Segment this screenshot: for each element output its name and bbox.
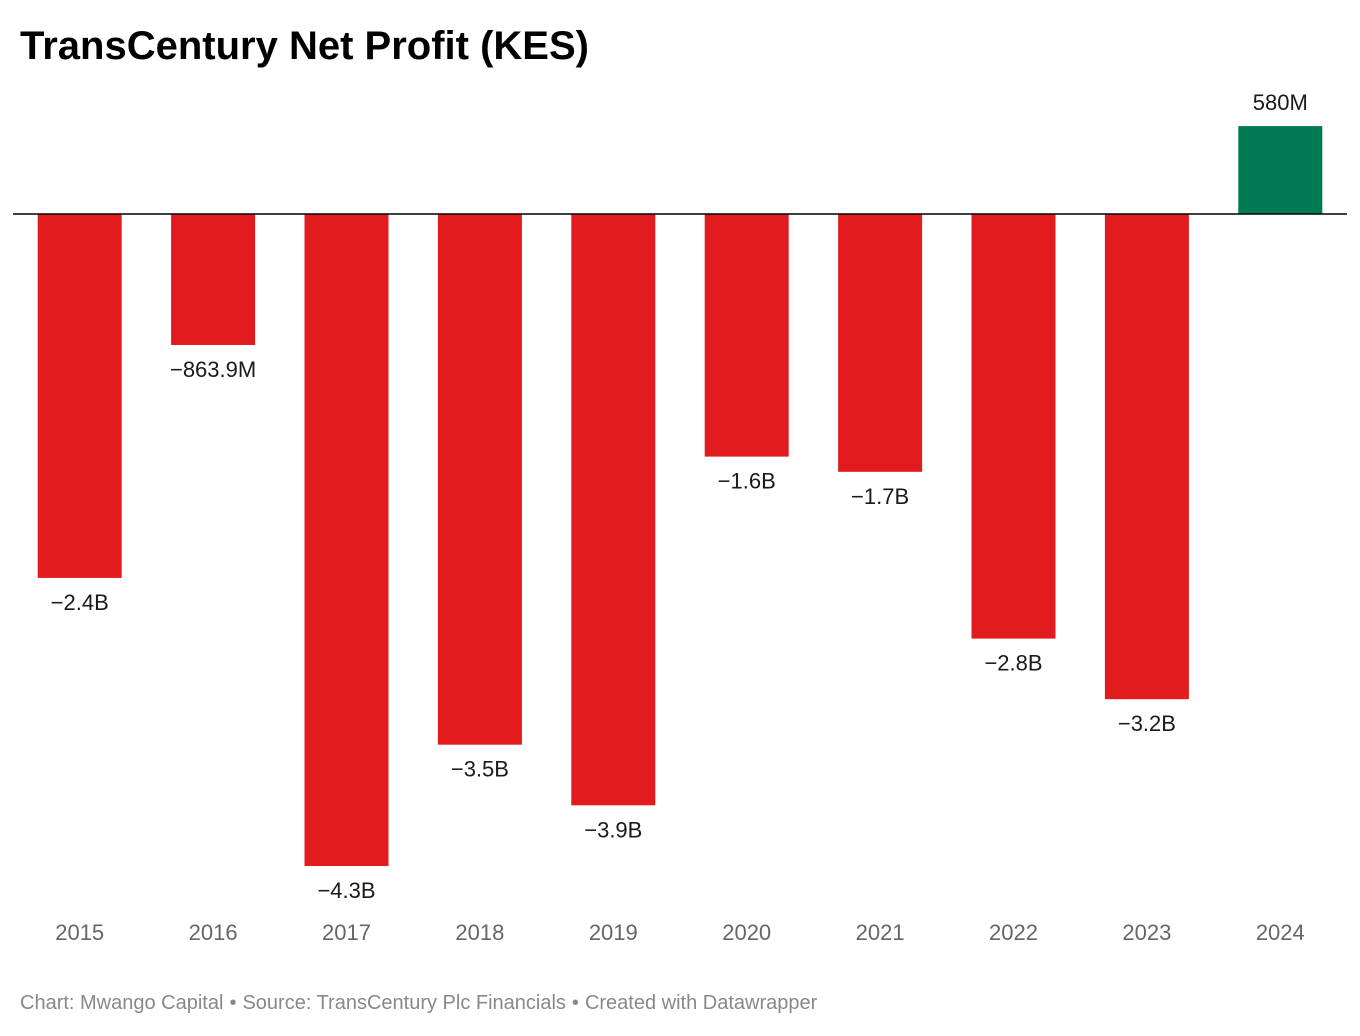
footer-separator: • bbox=[571, 992, 579, 1014]
x-tick-label-2023: 2023 bbox=[1122, 920, 1171, 945]
x-tick-label-2015: 2015 bbox=[55, 920, 104, 945]
bar-2024[interactable] bbox=[1238, 126, 1323, 214]
x-tick-label-2018: 2018 bbox=[455, 920, 504, 945]
data-label-2021: −1.7B bbox=[851, 484, 909, 509]
bar-2021[interactable] bbox=[838, 214, 923, 472]
bar-2017[interactable] bbox=[304, 214, 389, 866]
footer-separator: • bbox=[229, 992, 237, 1014]
bar-2018[interactable] bbox=[437, 214, 522, 745]
data-label-2023: −3.2B bbox=[1118, 711, 1176, 736]
data-label-2019: −3.9B bbox=[584, 817, 642, 842]
bar-2020[interactable] bbox=[704, 214, 789, 457]
bar-chart: −2.4B 2015 −863.9M 2016 −4.3B 2017 −3.5B 2018 −3… bbox=[13, 90, 1347, 945]
x-tick-label-2016: 2016 bbox=[189, 920, 238, 945]
bar-2015[interactable] bbox=[37, 214, 122, 578]
x-tick-label-2017: 2017 bbox=[322, 920, 371, 945]
data-label-2015: −2.4B bbox=[51, 590, 109, 615]
chart-credit: Chart: Mwango Capital bbox=[20, 992, 224, 1014]
data-label-2017: −4.3B bbox=[317, 878, 375, 903]
data-label-2020: −1.6B bbox=[718, 469, 776, 494]
data-label-2016: −863.9M bbox=[170, 357, 256, 382]
chart-source: Source: TransCentury Plc Financials bbox=[242, 992, 566, 1014]
chart-footer: Chart: Mwango Capital • Source: TransCentu… bbox=[20, 990, 817, 1016]
bar-2023[interactable] bbox=[1104, 214, 1189, 700]
bar-2016[interactable] bbox=[171, 214, 256, 345]
x-tick-label-2019: 2019 bbox=[589, 920, 638, 945]
x-tick-label-2021: 2021 bbox=[856, 920, 905, 945]
chart-title: TransCentury Net Profit (KES) bbox=[20, 24, 589, 68]
bar-2019[interactable] bbox=[571, 214, 656, 806]
data-label-2024: 580M bbox=[1253, 90, 1308, 115]
data-label-2018: −3.5B bbox=[451, 757, 509, 782]
data-label-2022: −2.8B bbox=[984, 651, 1042, 676]
bar-2022[interactable] bbox=[971, 214, 1056, 639]
x-tick-label-2022: 2022 bbox=[989, 920, 1038, 945]
chart-tool-credit[interactable]: Created with Datawrapper bbox=[584, 992, 818, 1014]
x-tick-label-2020: 2020 bbox=[722, 920, 771, 945]
x-tick-label-2024: 2024 bbox=[1256, 920, 1305, 945]
